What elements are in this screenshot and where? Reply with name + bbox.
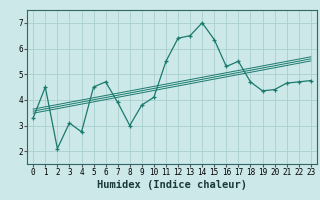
X-axis label: Humidex (Indice chaleur): Humidex (Indice chaleur) bbox=[97, 180, 247, 190]
